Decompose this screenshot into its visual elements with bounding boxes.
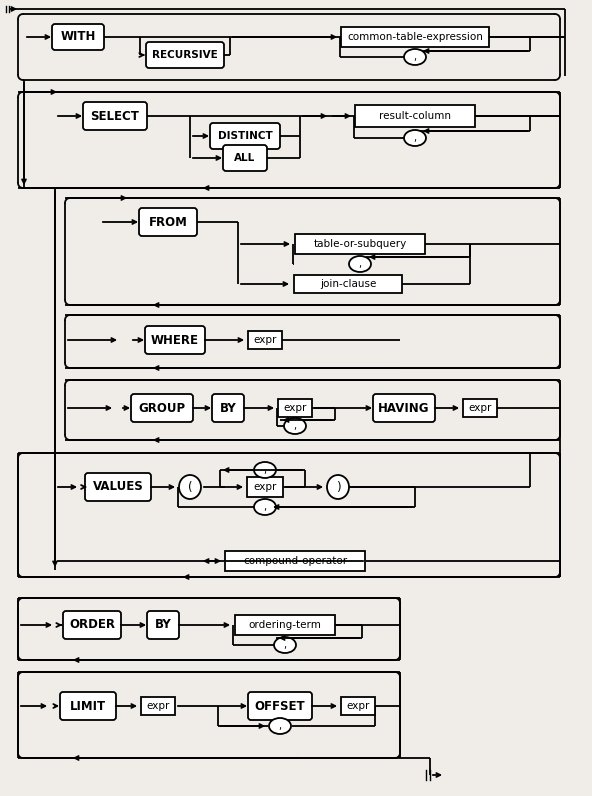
Text: ,: ,	[284, 640, 287, 650]
Text: GROUP: GROUP	[139, 401, 185, 415]
Text: HAVING: HAVING	[378, 401, 430, 415]
Ellipse shape	[404, 49, 426, 65]
Text: WHERE: WHERE	[151, 334, 199, 346]
Bar	[341, 697, 375, 715]
Text: ALL: ALL	[234, 153, 256, 163]
Text: result-column: result-column	[379, 111, 451, 121]
Ellipse shape	[254, 462, 276, 478]
Text: table-or-subquery: table-or-subquery	[313, 239, 407, 249]
FancyBboxPatch shape	[63, 611, 121, 639]
Ellipse shape	[269, 718, 291, 734]
Text: expr: expr	[346, 701, 369, 711]
Text: join-clause: join-clause	[320, 279, 376, 289]
FancyBboxPatch shape	[131, 394, 193, 422]
Text: ,: ,	[278, 721, 282, 731]
Ellipse shape	[284, 418, 306, 434]
FancyBboxPatch shape	[52, 24, 104, 50]
Text: ,: ,	[263, 465, 266, 475]
FancyBboxPatch shape	[85, 473, 151, 501]
Text: expr: expr	[253, 482, 276, 492]
Text: OFFSET: OFFSET	[255, 700, 305, 712]
Text: expr: expr	[146, 701, 170, 711]
Text: WITH: WITH	[60, 30, 96, 44]
Text: RECURSIVE: RECURSIVE	[152, 50, 218, 60]
Text: DISTINCT: DISTINCT	[218, 131, 272, 141]
Bar	[295, 234, 425, 254]
Bar	[294, 275, 402, 293]
Text: (: (	[188, 481, 192, 494]
FancyBboxPatch shape	[147, 611, 179, 639]
Bar	[225, 551, 365, 571]
Ellipse shape	[254, 499, 276, 515]
Bar	[341, 27, 489, 47]
Bar	[141, 697, 175, 715]
Text: BY: BY	[155, 618, 171, 631]
Bar	[248, 331, 282, 349]
FancyBboxPatch shape	[210, 123, 280, 149]
Text: BY: BY	[220, 401, 236, 415]
Text: common-table-expression: common-table-expression	[347, 32, 483, 42]
Bar	[235, 615, 335, 635]
Text: FROM: FROM	[149, 216, 188, 228]
Text: SELECT: SELECT	[91, 110, 140, 123]
Ellipse shape	[179, 475, 201, 499]
Text: ): )	[336, 481, 340, 494]
FancyBboxPatch shape	[248, 692, 312, 720]
Text: ,: ,	[294, 421, 297, 431]
Ellipse shape	[349, 256, 371, 272]
Text: expr: expr	[284, 403, 307, 413]
Bar	[247, 477, 283, 497]
Text: ,: ,	[413, 133, 417, 143]
Text: ,: ,	[263, 502, 266, 512]
Text: ,: ,	[358, 259, 362, 269]
FancyBboxPatch shape	[83, 102, 147, 130]
Text: LIMIT: LIMIT	[70, 700, 106, 712]
FancyBboxPatch shape	[373, 394, 435, 422]
FancyBboxPatch shape	[139, 208, 197, 236]
Bar	[463, 399, 497, 417]
FancyBboxPatch shape	[60, 692, 116, 720]
Text: VALUES: VALUES	[92, 481, 143, 494]
FancyBboxPatch shape	[145, 326, 205, 354]
Text: expr: expr	[253, 335, 276, 345]
Bar	[355, 105, 475, 127]
Ellipse shape	[327, 475, 349, 499]
Bar	[278, 399, 312, 417]
Text: compound-operator: compound-operator	[243, 556, 347, 566]
FancyBboxPatch shape	[146, 42, 224, 68]
FancyBboxPatch shape	[223, 145, 267, 171]
Ellipse shape	[274, 637, 296, 653]
FancyBboxPatch shape	[212, 394, 244, 422]
Text: ,: ,	[413, 52, 417, 62]
Ellipse shape	[404, 130, 426, 146]
Text: ORDER: ORDER	[69, 618, 115, 631]
Text: ordering-term: ordering-term	[249, 620, 321, 630]
Text: expr: expr	[468, 403, 492, 413]
